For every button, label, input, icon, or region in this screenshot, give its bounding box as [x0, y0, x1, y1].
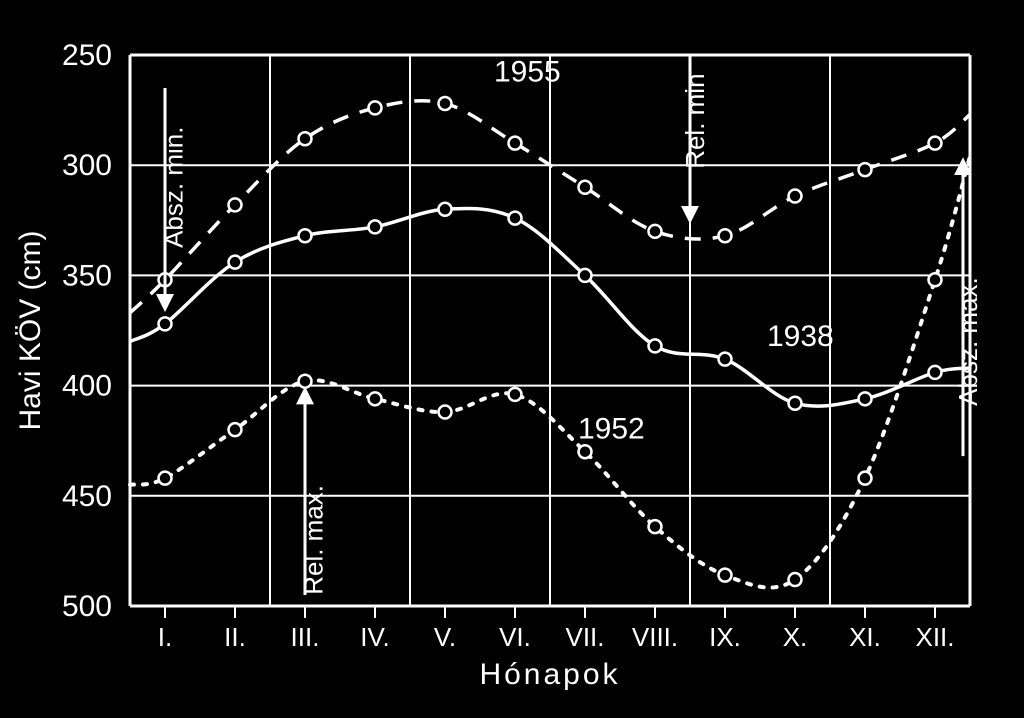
data-marker	[299, 229, 312, 242]
data-marker	[859, 472, 872, 485]
data-marker	[509, 137, 522, 150]
data-marker	[859, 392, 872, 405]
data-marker	[439, 97, 452, 110]
data-marker	[789, 397, 802, 410]
y-tick-label: 350	[62, 259, 112, 292]
data-marker	[369, 392, 382, 405]
data-marker	[579, 181, 592, 194]
data-marker	[509, 388, 522, 401]
data-marker	[229, 198, 242, 211]
data-marker	[719, 353, 732, 366]
data-marker	[649, 339, 662, 352]
data-marker	[369, 220, 382, 233]
data-marker	[439, 203, 452, 216]
x-tick-label: XII.	[915, 622, 954, 652]
x-tick-label: IX.	[709, 622, 741, 652]
data-marker	[299, 132, 312, 145]
series-label-1938: 1938	[767, 320, 834, 353]
data-marker	[859, 163, 872, 176]
data-marker	[789, 190, 802, 203]
y-tick-label: 250	[62, 39, 112, 72]
y-tick-label: 450	[62, 480, 112, 513]
line-chart: 250 300 350 400 450 500 Havi KÖV (cm) I. II. III.…	[0, 0, 1024, 718]
x-tick-label: X.	[783, 622, 808, 652]
data-marker	[649, 520, 662, 533]
y-tick-label: 400	[62, 370, 112, 403]
x-axis-label: Hónapok	[479, 658, 620, 691]
x-tick-label: VII.	[565, 622, 604, 652]
series-label-1955: 1955	[494, 55, 561, 88]
data-marker	[789, 573, 802, 586]
data-marker	[579, 445, 592, 458]
data-marker	[229, 423, 242, 436]
data-marker	[299, 375, 312, 388]
x-tick-label: V.	[434, 622, 456, 652]
x-tick-label: XI.	[849, 622, 881, 652]
x-tick-label: II.	[224, 622, 246, 652]
data-marker	[159, 472, 172, 485]
y-axis-label: Havi KÖV (cm)	[14, 230, 47, 430]
y-tick-label: 300	[62, 149, 112, 182]
x-tick-label: IV.	[360, 622, 389, 652]
annotation-label: Rel. max.	[299, 485, 329, 595]
annotation-label: Absz. max.	[953, 277, 983, 406]
data-marker	[579, 269, 592, 282]
y-tick-label: 500	[62, 590, 112, 623]
x-tick-label: III.	[291, 622, 320, 652]
data-marker	[929, 137, 942, 150]
data-marker	[369, 101, 382, 114]
x-tick-label: VI.	[499, 622, 531, 652]
data-marker	[929, 366, 942, 379]
annotation-label: Rel. min	[680, 73, 710, 168]
series-label-1952: 1952	[578, 412, 645, 445]
annotation-label: Absz. min.	[159, 127, 189, 248]
x-tick-label: I.	[158, 622, 172, 652]
data-marker	[719, 569, 732, 582]
x-tick-label: VIII.	[632, 622, 678, 652]
data-marker	[439, 406, 452, 419]
data-marker	[509, 212, 522, 225]
data-marker	[229, 256, 242, 269]
data-marker	[159, 317, 172, 330]
data-marker	[929, 273, 942, 286]
data-marker	[649, 225, 662, 238]
data-marker	[719, 229, 732, 242]
